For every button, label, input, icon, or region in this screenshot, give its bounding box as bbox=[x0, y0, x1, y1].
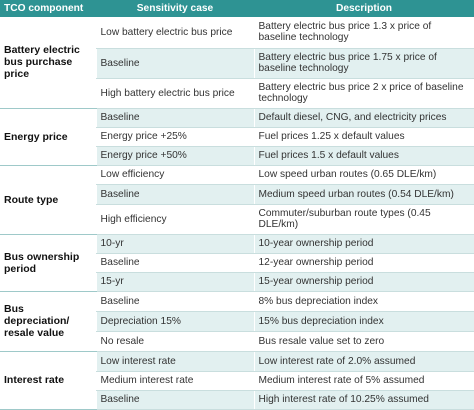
component-cell: Interest rate bbox=[0, 351, 96, 410]
description-cell: Low speed urban routes (0.65 DLE/km) bbox=[253, 165, 474, 185]
case-cell: Medium interest rate bbox=[95, 371, 254, 391]
component-cell: Bus depreciation/ resale value bbox=[0, 291, 96, 352]
description-cell: Commuter/suburban route types (0.45 DLE/… bbox=[253, 204, 474, 235]
case-cell: Baseline bbox=[95, 291, 254, 312]
case-cell: Low efficiency bbox=[95, 165, 254, 185]
description-cell: 8% bus depreciation index bbox=[253, 291, 474, 312]
header-tco-component: TCO component bbox=[0, 0, 96, 17]
description-cell: High interest rate of 10.25% assumed bbox=[253, 390, 474, 410]
table-row: No resale Bus resale value set to zero bbox=[0, 331, 474, 352]
table-row: Bus ownership period 10-yr 10-year owner… bbox=[0, 234, 474, 292]
case-cell: High efficiency bbox=[95, 204, 254, 235]
table-row: Baseline Battery electric bus price 1.75… bbox=[0, 48, 474, 79]
table-row: High battery electric bus price Battery … bbox=[0, 78, 474, 109]
case-cell: Baseline bbox=[95, 184, 254, 205]
description-cell: Medium speed urban routes (0.54 DLE/km) bbox=[253, 184, 474, 205]
description-cell: 15% bus depreciation index bbox=[253, 311, 474, 332]
header-sensitivity-case: Sensitivity case bbox=[96, 0, 254, 17]
case-cell: Baseline bbox=[95, 108, 254, 128]
description-cell: Medium interest rate of 5% assumed bbox=[253, 371, 474, 391]
case-cell: Energy price +50% bbox=[95, 146, 254, 166]
description-cell: Fuel prices 1.25 x default values bbox=[253, 127, 474, 147]
table-row: High efficiency Commuter/suburban route … bbox=[0, 204, 474, 235]
table-row: Route type Low efficiency Low speed urba… bbox=[0, 165, 474, 235]
component-cell: Energy price bbox=[0, 108, 96, 166]
case-cell: 10-yr bbox=[95, 234, 254, 254]
table-row: 15-yr 15-year ownership period bbox=[0, 272, 474, 292]
table-row: Energy price +25% Fuel prices 1.25 x def… bbox=[0, 127, 474, 147]
component-cell: Battery electric bus purchase price bbox=[0, 17, 96, 109]
table-row: Battery electric bus purchase price Low … bbox=[0, 17, 474, 109]
description-cell: 10-year ownership period bbox=[253, 234, 474, 254]
case-cell: Baseline bbox=[95, 390, 254, 410]
case-cell: Baseline bbox=[95, 48, 254, 79]
case-cell: No resale bbox=[95, 331, 254, 352]
description-cell: Low interest rate of 2.0% assumed bbox=[253, 351, 474, 372]
description-cell: Battery electric bus price 2 x price of … bbox=[253, 78, 474, 109]
description-cell: 12-year ownership period bbox=[253, 253, 474, 273]
case-cell: Depreciation 15% bbox=[95, 311, 254, 332]
description-cell: Battery electric bus price 1.75 x price … bbox=[253, 48, 474, 79]
component-cell: Bus ownership period bbox=[0, 234, 96, 292]
case-cell: Low battery electric bus price bbox=[95, 17, 254, 49]
table-row: Depreciation 15% 15% bus depreciation in… bbox=[0, 311, 474, 332]
case-cell: Low interest rate bbox=[95, 351, 254, 372]
description-cell: Battery electric bus price 1.3 x price o… bbox=[253, 17, 474, 49]
case-cell: High battery electric bus price bbox=[95, 78, 254, 109]
description-cell: 15-year ownership period bbox=[253, 272, 474, 292]
description-cell: Fuel prices 1.5 x default values bbox=[253, 146, 474, 166]
table-row: Medium interest rate Medium interest rat… bbox=[0, 371, 474, 391]
case-cell: Baseline bbox=[95, 253, 254, 273]
component-cell: Route type bbox=[0, 165, 96, 235]
header-row: TCO component Sensitivity case Descripti… bbox=[0, 0, 474, 17]
table-row: Energy price Baseline Default diesel, CN… bbox=[0, 108, 474, 166]
table-row: Baseline Medium speed urban routes (0.54… bbox=[0, 184, 474, 205]
header-description: Description bbox=[254, 0, 474, 17]
description-cell: Bus resale value set to zero bbox=[253, 331, 474, 352]
case-cell: 15-yr bbox=[95, 272, 254, 292]
table-row: Bus depreciation/ resale value Baseline … bbox=[0, 291, 474, 352]
table-row: Baseline 12-year ownership period bbox=[0, 253, 474, 273]
table-row: Energy price +50% Fuel prices 1.5 x defa… bbox=[0, 146, 474, 166]
case-cell: Energy price +25% bbox=[95, 127, 254, 147]
table-row: Interest rate Low interest rate Low inte… bbox=[0, 351, 474, 410]
description-cell: Default diesel, CNG, and electricity pri… bbox=[253, 108, 474, 128]
